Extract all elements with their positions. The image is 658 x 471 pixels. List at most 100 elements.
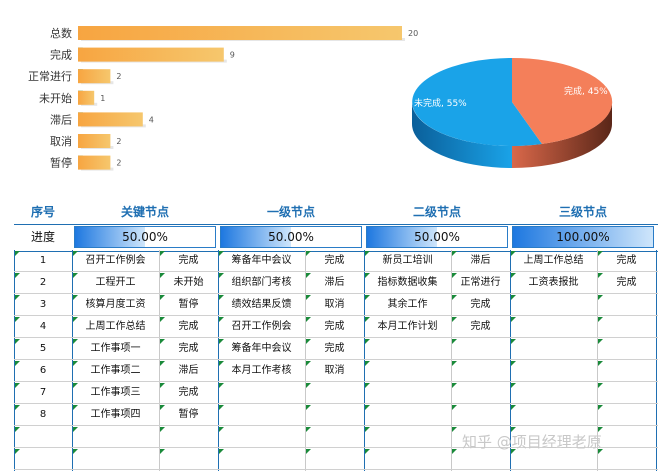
cell-corner-mark (73, 361, 78, 366)
cell-corner-mark (160, 273, 165, 278)
key-node-task: 工作事项三 (90, 387, 141, 398)
bar-label-1: 完成 (50, 48, 72, 62)
cell-corner-mark (219, 361, 224, 366)
grid-hline (14, 359, 658, 360)
key-node-status: 暂停 (178, 409, 199, 420)
cell-corner-mark (365, 317, 370, 322)
pie-label-unfinished: 未完成, 55% (414, 97, 467, 109)
cell-corner-mark (160, 295, 165, 300)
status-bar-chart: 总数 20 完成 9 正常进行 2 未开始 1 滞后 4 取消 2 暂停 2 (28, 26, 418, 171)
cell-corner-mark (160, 449, 165, 454)
cell-corner-mark (160, 317, 165, 322)
cell-corner-mark (598, 339, 603, 344)
level2-node-task: 本月工作计划 (377, 321, 438, 332)
cell-corner-mark (306, 295, 311, 300)
progress-cell-3: 100.00% (512, 226, 654, 248)
cell-corner-mark (219, 383, 224, 388)
cell-corner-mark (365, 251, 370, 256)
grid-hline (14, 337, 658, 338)
bar-value-6: 2 (116, 159, 121, 168)
cell-corner-mark (306, 383, 311, 388)
pie-label-done: 完成, 45% (564, 85, 608, 97)
key-node-task: 召开工作例会 (85, 255, 146, 266)
cell-corner-mark (306, 427, 311, 432)
level2-node-status: 正常进行 (460, 277, 501, 288)
cell-corner-mark (219, 339, 224, 344)
cell-corner-mark (15, 339, 20, 344)
level1-node-task: 筹备年中会议 (231, 343, 292, 354)
level1-node-status: 滞后 (324, 277, 345, 288)
cell-corner-mark (365, 295, 370, 300)
cell-corner-mark (306, 361, 311, 366)
pie-side-done (512, 102, 612, 168)
cell-corner-mark (160, 405, 165, 410)
key-node-task: 上周工作总结 (85, 321, 146, 332)
level1-node-task: 组织部门考核 (231, 277, 292, 288)
seq-cell: 6 (39, 365, 47, 376)
cell-corner-mark (73, 339, 78, 344)
level1-node-task: 筹备年中会议 (231, 255, 292, 266)
cell-corner-mark (598, 251, 603, 256)
progress-fill-3 (513, 227, 653, 247)
cell-corner-mark (511, 383, 516, 388)
level1-node-status: 完成 (324, 321, 345, 332)
seq-cell: 4 (39, 321, 47, 332)
key-node-task: 工程开工 (95, 277, 136, 288)
bar-label-5: 取消 (50, 134, 72, 148)
cell-corner-mark (598, 383, 603, 388)
key-node-status: 完成 (178, 255, 199, 266)
cell-corner-mark (219, 405, 224, 410)
cell-corner-mark (511, 273, 516, 278)
key-node-task: 工作事项一 (90, 343, 141, 354)
level3-node-status: 完成 (616, 277, 637, 288)
seq-cell: 8 (39, 409, 47, 420)
cell-corner-mark (452, 339, 457, 344)
bar-2 (78, 69, 111, 84)
cell-corner-mark (73, 251, 78, 256)
level1-node-status: 取消 (324, 365, 345, 376)
header-level3-node: 三级节点 (558, 205, 607, 219)
cell-corner-mark (306, 273, 311, 278)
cell-corner-mark (73, 295, 78, 300)
cell-corner-mark (73, 317, 78, 322)
cell-corner-mark (452, 317, 457, 322)
cell-corner-mark (306, 449, 311, 454)
cell-corner-mark (73, 427, 78, 432)
progress-cell-1: 50.00% (220, 226, 362, 248)
pie-slice-unfinished (412, 58, 542, 146)
grid-hline (14, 381, 658, 382)
header-key-node: 关键节点 (120, 205, 169, 219)
cell-corner-mark (15, 251, 20, 256)
level3-node-status: 完成 (616, 255, 637, 266)
grid-hline (14, 315, 658, 316)
bar-value-0: 20 (408, 29, 418, 38)
cell-corner-mark (365, 361, 370, 366)
cell-corner-mark (598, 295, 603, 300)
level2-node-status: 完成 (470, 321, 491, 332)
watermark: 知乎 @项目经理老原 (462, 433, 602, 451)
bar-3 (78, 90, 95, 105)
cell-corner-mark (15, 449, 20, 454)
cell-corner-mark (73, 383, 78, 388)
cell-corner-mark (452, 427, 457, 432)
header-level2-node: 二级节点 (412, 205, 461, 219)
grid-hline (14, 293, 658, 294)
progress-fill-1 (221, 227, 291, 247)
cell-corner-mark (511, 405, 516, 410)
key-node-status: 未开始 (173, 277, 204, 288)
cell-corner-mark (15, 361, 20, 366)
key-node-task: 工作事项四 (90, 409, 141, 420)
cell-corner-mark (452, 361, 457, 366)
cell-corner-mark (511, 361, 516, 366)
cell-corner-mark (73, 449, 78, 454)
cell-corner-mark (452, 251, 457, 256)
grid-hline (14, 469, 658, 470)
level1-node-task: 本月工作考核 (231, 365, 292, 376)
cell-corner-mark (73, 273, 78, 278)
cell-corner-mark (452, 405, 457, 410)
bar-value-1: 9 (230, 51, 235, 60)
cell-corner-mark (15, 427, 20, 432)
cell-corner-mark (160, 361, 165, 366)
cell-corner-mark (511, 427, 516, 432)
cell-corner-mark (15, 383, 20, 388)
